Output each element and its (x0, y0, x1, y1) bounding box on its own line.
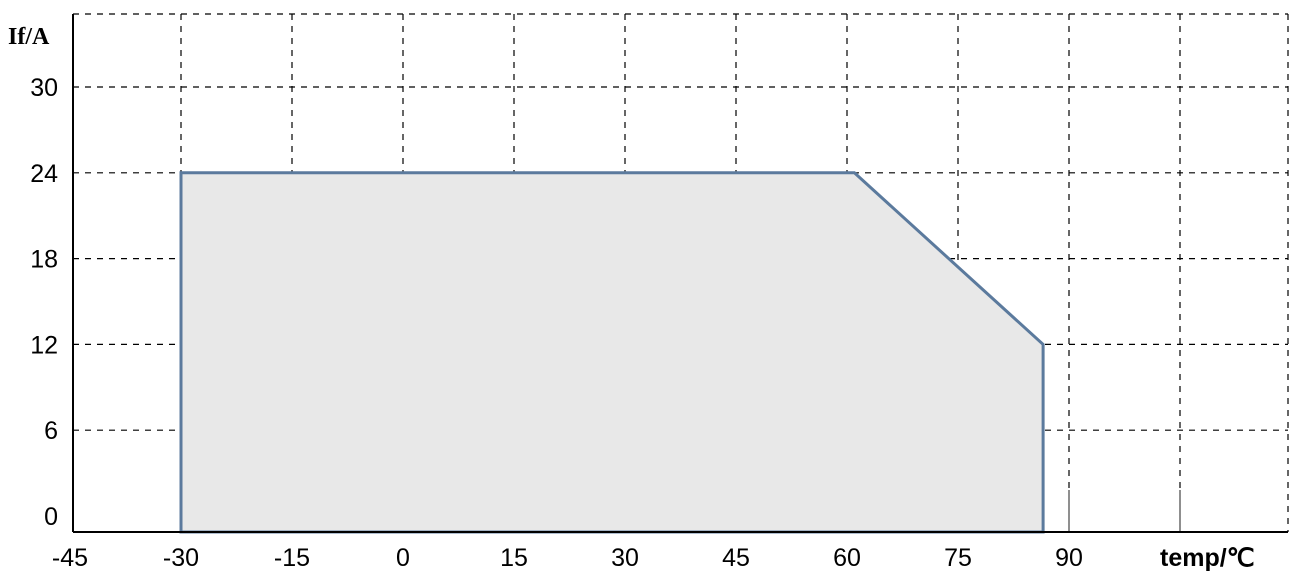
x-tick-label: -15 (274, 544, 310, 572)
x-tick-label: 75 (944, 544, 972, 572)
y-tick-label: 24 (30, 160, 58, 188)
x-tick-label: 60 (833, 544, 861, 572)
y-tick-label: 6 (44, 417, 58, 445)
axes (72, 14, 1288, 533)
y-tick-label: 18 (30, 246, 58, 274)
x-tick-label: -30 (163, 544, 199, 572)
y-tick-label: 0 (44, 503, 58, 531)
derating-area (179, 171, 1045, 534)
x-tick-label: -45 (52, 544, 88, 572)
y-axis-label: If/A (8, 24, 50, 50)
plot-area (179, 171, 1045, 534)
x-tick-label: 0 (396, 544, 410, 572)
x-axis-label: temp/℃ (1160, 544, 1255, 572)
y-tick-label: 30 (30, 74, 58, 102)
x-tick-label: 90 (1055, 544, 1083, 572)
tick-labels: -45 -30 -15 0 15 30 45 60 75 90 0 6 12 18 24 30 (30, 74, 1083, 572)
x-tick-label: 45 (722, 544, 750, 572)
y-tick-label: 12 (30, 331, 58, 359)
x-tick-label: 30 (611, 544, 639, 572)
x-tick-label: 15 (500, 544, 528, 572)
